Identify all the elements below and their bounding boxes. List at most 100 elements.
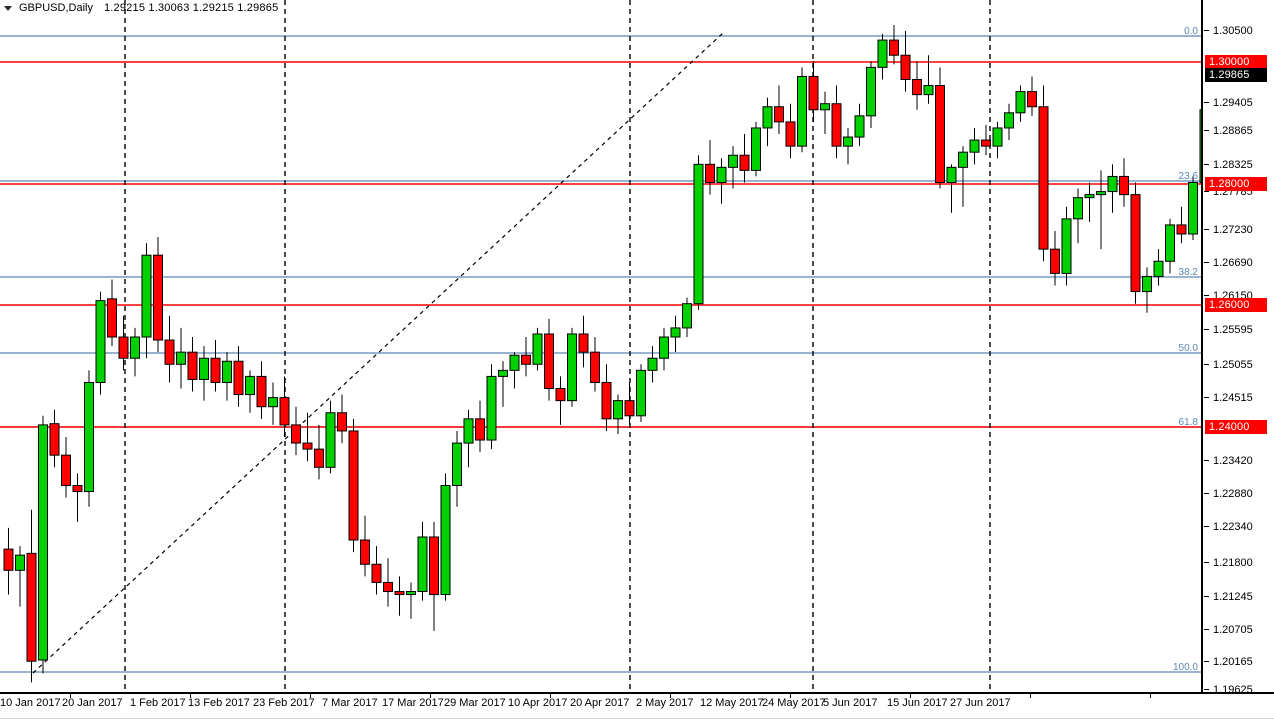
candle-body (475, 418, 485, 441)
tick-dash-icon (1204, 397, 1209, 398)
candle-body (1084, 194, 1095, 199)
price-tick-label: 1.28325 (1213, 158, 1253, 171)
candle-body (302, 442, 313, 450)
price-axis[interactable]: 1.30500 1.29405 1.28865 1.28325 1.27785 1.272… (1201, 0, 1274, 696)
tick-dash-icon (1204, 689, 1209, 690)
price-level-badge-1.24000[interactable]: 1.24000 (1205, 420, 1267, 434)
date-label: 15 Jun 2017 (887, 697, 948, 709)
chart-plot-area[interactable] (0, 0, 1201, 692)
candlestick (843, 127, 853, 165)
time-tick (790, 694, 791, 698)
candle-body (854, 115, 865, 138)
candle-body (452, 442, 462, 486)
candlestick (486, 364, 497, 450)
date-label: 13 Feb 2017 (188, 697, 250, 709)
candle-body (314, 448, 324, 468)
candlestick (1199, 109, 1201, 183)
candle-body (1176, 224, 1187, 235)
candle-body (233, 360, 244, 396)
candlestick (509, 352, 520, 389)
candlestick (452, 430, 462, 507)
candlestick (1119, 158, 1129, 207)
candlestick (590, 337, 600, 392)
candlestick (1004, 103, 1014, 141)
candlestick (578, 315, 589, 368)
candle-body (601, 381, 612, 420)
candlestick (981, 124, 991, 156)
candlestick (26, 509, 37, 683)
candlestick (337, 394, 347, 444)
candlestick (360, 515, 370, 577)
candle-body (889, 39, 899, 56)
candlestick (176, 327, 186, 389)
candlestick (567, 327, 577, 407)
candlestick (659, 327, 669, 371)
time-tick (550, 694, 551, 698)
candle-body (406, 591, 416, 596)
price-tick-label: 1.20165 (1213, 655, 1253, 668)
candle-body (624, 400, 635, 417)
price-tick: 1.23420 (1203, 454, 1253, 467)
candlestick (958, 146, 968, 207)
ascending-trendline[interactable] (32, 32, 724, 674)
price-level-badge-1.26000[interactable]: 1.26000 (1205, 298, 1267, 312)
tick-dash-icon (1204, 629, 1209, 630)
candle-body (843, 136, 853, 147)
candlestick (187, 337, 198, 392)
price-level-badge-1.30000[interactable]: 1.30000 (1205, 55, 1267, 69)
candle-body (866, 66, 876, 117)
candlestick (440, 473, 451, 601)
price-tick-label: 1.29405 (1213, 96, 1253, 109)
candle-body (153, 254, 163, 341)
candlestick (279, 376, 290, 438)
candle-body (785, 121, 796, 147)
candlestick (15, 546, 25, 607)
date-label: 20 Apr 2017 (570, 697, 630, 709)
candle-body (394, 591, 405, 596)
price-chart-svg (0, 0, 1201, 692)
candle-body (164, 339, 175, 365)
candlestick (739, 134, 750, 183)
candle-body (739, 154, 750, 171)
candlestick (923, 55, 934, 104)
candlestick (774, 85, 784, 135)
price-tick: 1.26690 (1203, 256, 1253, 269)
candle-body (463, 418, 474, 444)
date-label: 12 May 2017 (700, 697, 764, 709)
candle-body (923, 85, 934, 96)
price-tick-label: 1.25055 (1213, 358, 1253, 371)
price-level-lines-group (0, 61, 1201, 428)
candle-body (38, 424, 48, 661)
tick-dash-icon (1204, 262, 1209, 263)
price-level-badge-1.28000[interactable]: 1.28000 (1205, 177, 1267, 191)
time-tick (910, 694, 911, 698)
price-tick-label: 1.22880 (1213, 487, 1253, 500)
price-tick-label: 1.20705 (1213, 623, 1253, 636)
price-tick: 1.21245 (1203, 590, 1253, 603)
current-price-badge[interactable]: 1.29865 (1205, 68, 1267, 82)
candle-body (659, 336, 669, 359)
candle-body (981, 139, 991, 147)
price-tick-label: 1.23420 (1213, 454, 1253, 467)
candle-body (417, 536, 428, 593)
candle-body (268, 397, 278, 408)
candlestick (107, 279, 117, 347)
candlestick (808, 61, 819, 122)
candle-body (383, 581, 393, 593)
candlestick (256, 361, 267, 419)
candlestick (1073, 188, 1083, 244)
candle-body (325, 412, 336, 468)
candlestick (1188, 176, 1198, 241)
candlestick (820, 91, 830, 135)
tick-dash-icon (1204, 30, 1209, 31)
candlestick (84, 370, 94, 507)
candlestick (831, 85, 842, 159)
price-tick-label: 1.21245 (1213, 590, 1253, 603)
candle-body (107, 298, 117, 338)
candle-body (797, 75, 807, 147)
date-label: 10 Apr 2017 (508, 697, 568, 709)
candle-body (1188, 181, 1198, 235)
time-axis[interactable]: 10 Jan 2017 20 Jan 2017 1 Feb 2017 13 Feb 2… (0, 692, 1274, 719)
candle-body (567, 333, 577, 402)
candlestick (1176, 206, 1187, 244)
